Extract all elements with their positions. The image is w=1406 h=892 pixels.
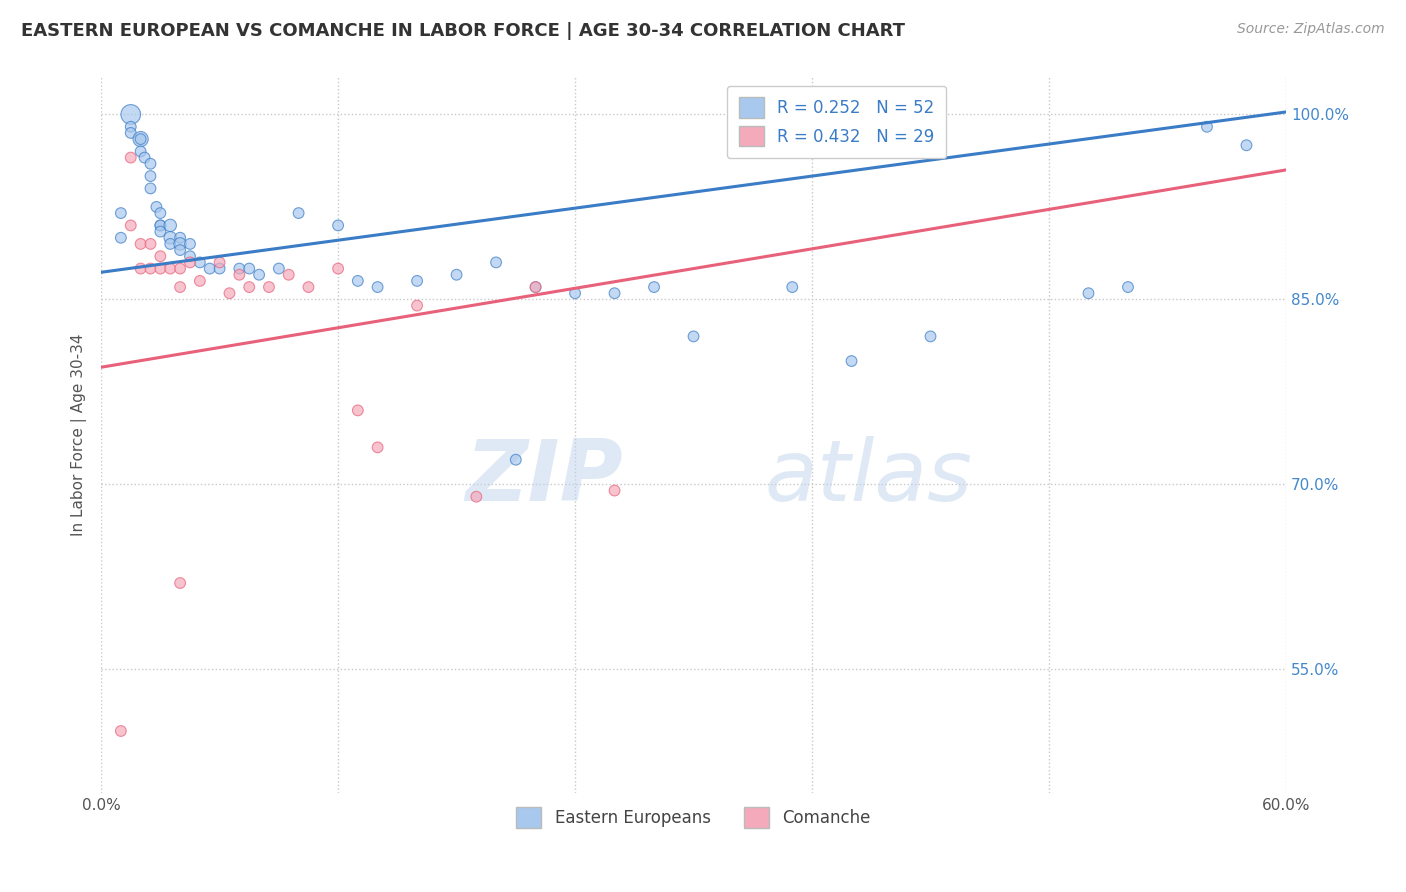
Point <box>159 236 181 251</box>
Point <box>347 403 370 417</box>
Point <box>643 280 665 294</box>
Point <box>169 261 191 276</box>
Point <box>564 286 586 301</box>
Point <box>1236 138 1258 153</box>
Point <box>524 280 547 294</box>
Point <box>257 280 280 294</box>
Point <box>129 145 152 159</box>
Point <box>326 261 349 276</box>
Point <box>179 236 201 251</box>
Point <box>603 286 626 301</box>
Point <box>120 120 142 134</box>
Point <box>169 280 191 294</box>
Point <box>1116 280 1139 294</box>
Point <box>129 261 152 276</box>
Point <box>139 169 162 183</box>
Point <box>110 206 132 220</box>
Point <box>169 236 191 251</box>
Point <box>326 219 349 233</box>
Point <box>505 452 527 467</box>
Point <box>238 261 260 276</box>
Point <box>179 255 201 269</box>
Point <box>129 132 152 146</box>
Point <box>159 231 181 245</box>
Point <box>188 255 211 269</box>
Point <box>406 299 429 313</box>
Point <box>110 231 132 245</box>
Point <box>247 268 270 282</box>
Point <box>485 255 508 269</box>
Point <box>297 280 319 294</box>
Point <box>238 280 260 294</box>
Point <box>682 329 704 343</box>
Y-axis label: In Labor Force | Age 30-34: In Labor Force | Age 30-34 <box>72 334 87 536</box>
Point <box>139 261 162 276</box>
Point <box>149 249 172 263</box>
Point <box>920 329 942 343</box>
Point <box>120 219 142 233</box>
Point <box>120 107 142 121</box>
Point <box>406 274 429 288</box>
Point <box>149 261 172 276</box>
Point <box>149 219 172 233</box>
Point <box>228 268 250 282</box>
Point <box>287 206 309 220</box>
Point <box>110 724 132 739</box>
Point <box>139 236 162 251</box>
Point <box>524 280 547 294</box>
Point <box>145 200 167 214</box>
Legend: Eastern Europeans, Comanche: Eastern Europeans, Comanche <box>510 801 877 834</box>
Point <box>208 261 231 276</box>
Point <box>159 219 181 233</box>
Text: EASTERN EUROPEAN VS COMANCHE IN LABOR FORCE | AGE 30-34 CORRELATION CHART: EASTERN EUROPEAN VS COMANCHE IN LABOR FO… <box>21 22 905 40</box>
Point <box>465 490 488 504</box>
Point <box>267 261 290 276</box>
Point <box>347 274 370 288</box>
Text: Source: ZipAtlas.com: Source: ZipAtlas.com <box>1237 22 1385 37</box>
Point <box>169 243 191 257</box>
Point <box>780 280 803 294</box>
Point <box>120 151 142 165</box>
Point <box>1077 286 1099 301</box>
Point <box>208 255 231 269</box>
Point <box>446 268 468 282</box>
Point <box>169 576 191 591</box>
Point <box>188 274 211 288</box>
Point <box>367 441 389 455</box>
Point <box>841 354 863 368</box>
Point <box>149 225 172 239</box>
Point <box>129 132 152 146</box>
Point <box>120 126 142 140</box>
Text: ZIP: ZIP <box>465 436 623 519</box>
Point <box>149 219 172 233</box>
Point <box>139 157 162 171</box>
Point <box>139 181 162 195</box>
Point <box>1195 120 1218 134</box>
Point <box>198 261 221 276</box>
Point <box>159 261 181 276</box>
Point <box>228 261 250 276</box>
Point <box>603 483 626 498</box>
Text: atlas: atlas <box>765 436 973 519</box>
Point <box>179 249 201 263</box>
Point <box>129 236 152 251</box>
Point <box>149 206 172 220</box>
Point <box>367 280 389 294</box>
Point <box>169 231 191 245</box>
Point <box>277 268 299 282</box>
Point <box>134 151 156 165</box>
Point <box>218 286 240 301</box>
